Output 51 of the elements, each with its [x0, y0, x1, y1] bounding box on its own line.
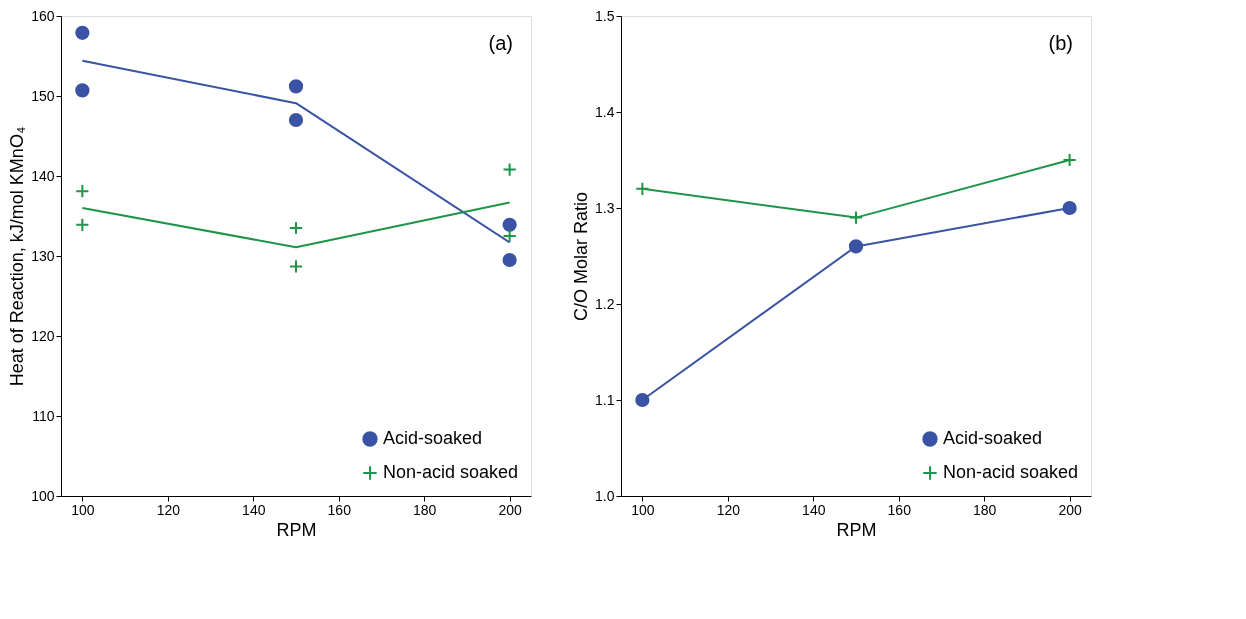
- x-tick-label: 160: [887, 501, 912, 518]
- y-tick-label: 100: [31, 487, 55, 504]
- point: [502, 252, 517, 268]
- x-tick-label: 160: [327, 501, 352, 518]
- legend-label: Non-acid soaked: [943, 462, 1079, 482]
- point: [288, 259, 304, 274]
- y-tick-label: 120: [31, 327, 55, 344]
- y-tick-label: 110: [32, 407, 55, 424]
- y-axis-title: Heat of Reaction, kJ/mol KMnO₄: [7, 126, 28, 387]
- point: [502, 162, 517, 177]
- point: [502, 228, 517, 244]
- point: [288, 112, 304, 128]
- point: [1062, 152, 1077, 168]
- x-tick-label: 120: [716, 501, 741, 518]
- point: [75, 83, 90, 98]
- annotation: (b): [1048, 32, 1073, 54]
- point: [75, 25, 90, 40]
- point: [848, 210, 864, 225]
- point: [75, 184, 90, 199]
- y-tick-label: 1.1: [595, 391, 615, 408]
- y-tick-label: 1.2: [595, 295, 615, 312]
- y-axis-title: C/O Molar Ratio: [571, 191, 592, 322]
- point: [635, 392, 650, 408]
- y-tick-label: 140: [31, 167, 55, 184]
- x-axis-title: RPM: [836, 519, 877, 540]
- x-tick-label: 100: [631, 501, 655, 518]
- x-tick-label: 120: [156, 501, 181, 518]
- point: [75, 217, 90, 232]
- x-tick-label: 200: [1058, 501, 1083, 518]
- y-tick-label: 1.4: [595, 103, 615, 120]
- x-axis-title: RPM: [276, 519, 317, 540]
- y-tick-label: 130: [31, 247, 55, 264]
- y-tick-label: 1.0: [595, 487, 615, 504]
- x-tick-label: 140: [242, 501, 266, 518]
- legend-label: Non-acid soaked: [383, 462, 519, 482]
- y-tick-label: 150: [31, 87, 55, 104]
- x-tick-label: 180: [973, 501, 997, 518]
- point: [288, 79, 304, 94]
- y-tick-label: 160: [31, 7, 55, 24]
- point: [502, 217, 517, 232]
- legend-label: Acid-soaked: [383, 428, 483, 448]
- x-tick-label: 200: [498, 501, 523, 518]
- y-tick-label: 1.3: [595, 199, 615, 216]
- x-tick-label: 140: [802, 501, 826, 518]
- x-tick-label: 100: [71, 501, 95, 518]
- x-tick-label: 180: [413, 501, 437, 518]
- legend-label: Acid-soaked: [943, 428, 1043, 448]
- y-tick-label: 1.5: [595, 7, 615, 24]
- annotation: (a): [488, 32, 513, 54]
- point: [1062, 200, 1077, 216]
- point: [288, 220, 304, 236]
